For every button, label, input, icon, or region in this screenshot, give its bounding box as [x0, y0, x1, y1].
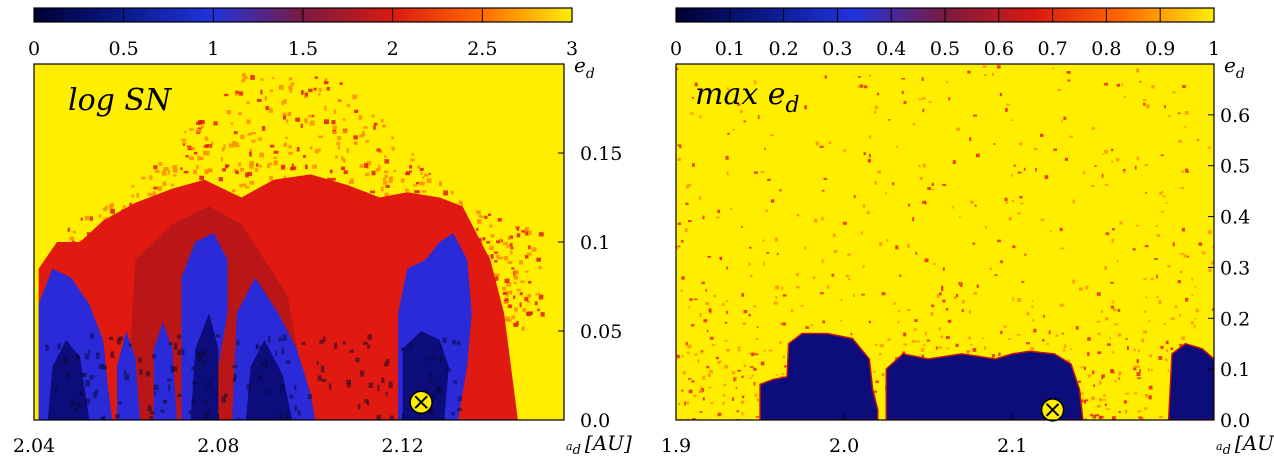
colorbar-tick-label: 0.5 — [109, 38, 139, 60]
panel-label: log SN — [68, 83, 173, 118]
colorbar-tick-label: 3 — [566, 38, 578, 60]
colorbar-tick-label: 0.6 — [984, 38, 1014, 60]
colorbar-tick-label: 1 — [207, 38, 219, 60]
colorbar-tick-label: 2 — [387, 38, 399, 60]
y-tick-label: 0.5 — [1220, 156, 1250, 178]
region-blue — [885, 350, 1084, 420]
y-axis-label: ed — [574, 53, 595, 82]
heatmap-area — [676, 64, 1214, 420]
y-tick-label: 0.0 — [580, 410, 610, 432]
colorbar-tick-label: 0.5 — [930, 38, 960, 60]
y-tick-label: 0.05 — [580, 321, 622, 343]
colorbar-tick-label: 0.1 — [715, 38, 745, 60]
colorbar-2: 0 0.1 0.2 0.3 0.4 0.5 0.6 0.7 0.8 0.9 1 — [670, 7, 1220, 60]
y-tick-label: 0.2 — [1220, 308, 1250, 330]
heatmap-area — [34, 64, 564, 420]
x-tick-label: 1.9 — [661, 435, 691, 457]
colorbar-tick-label: 0.7 — [1037, 38, 1067, 60]
colorbar-tick-label: 1 — [1208, 38, 1220, 60]
region-dark — [246, 339, 293, 420]
x-tick-label: 2.0 — [829, 435, 859, 457]
x-axis-label: ad[AU] — [566, 431, 632, 458]
y-tick-label: 0.4 — [1220, 207, 1250, 229]
colorbar-tick-label: 1.5 — [288, 38, 318, 60]
y-tick-label: 0.0 — [1220, 410, 1250, 432]
panel-label: max ed — [695, 77, 800, 118]
colorbar-tick-label: 0 — [28, 38, 40, 60]
x-tick-label: 2.04 — [13, 435, 55, 457]
y-tick-label: 0.3 — [1220, 257, 1250, 279]
region-dark — [47, 339, 90, 420]
plot-frame — [675, 63, 1215, 421]
colorbar-tick-label: 0.9 — [1145, 38, 1175, 60]
x-tick-label: 2.12 — [382, 435, 424, 457]
y-axis-label: ed — [1224, 53, 1245, 82]
colorbar-tick-label: 0.8 — [1091, 38, 1121, 60]
colorbar-tick-label: 0.3 — [822, 38, 852, 60]
region-dark — [190, 313, 219, 420]
x-axis-label: ad[AU] — [1216, 431, 1274, 458]
region-blue — [759, 332, 879, 420]
colorbar-tick-label: 0 — [670, 38, 682, 60]
x-tick-label: 2.1 — [997, 435, 1027, 457]
y-tick-label: 0.15 — [580, 143, 622, 165]
planet-marker — [1040, 398, 1065, 422]
x-tick-label: 2.08 — [197, 435, 239, 457]
heatmap-panel-2: 0.0 0.1 0.2 0.3 0.4 0.5 0.6 1.9 2.0 2.1 ed ad[AU] ma… — [661, 53, 1274, 458]
colorbar-tick-label: 0.4 — [876, 38, 906, 60]
y-tick-label: 0.1 — [1220, 359, 1250, 381]
planet-marker — [409, 390, 433, 414]
y-tick-label: 0.1 — [580, 232, 610, 254]
region-blue — [1167, 342, 1214, 420]
colorbar-1: 0 0.5 1 1.5 2 2.5 3 — [28, 7, 578, 60]
y-tick-label: 0.6 — [1220, 105, 1250, 127]
region-blue — [153, 322, 177, 420]
colorbar-tick-label: 0.2 — [768, 38, 798, 60]
colorbar-tick-label: 2.5 — [467, 38, 497, 60]
heatmap-panel-1: 0.0 0.05 0.1 0.15 2.04 2.08 2.12 ed ad [AU] log SN — [13, 53, 632, 458]
